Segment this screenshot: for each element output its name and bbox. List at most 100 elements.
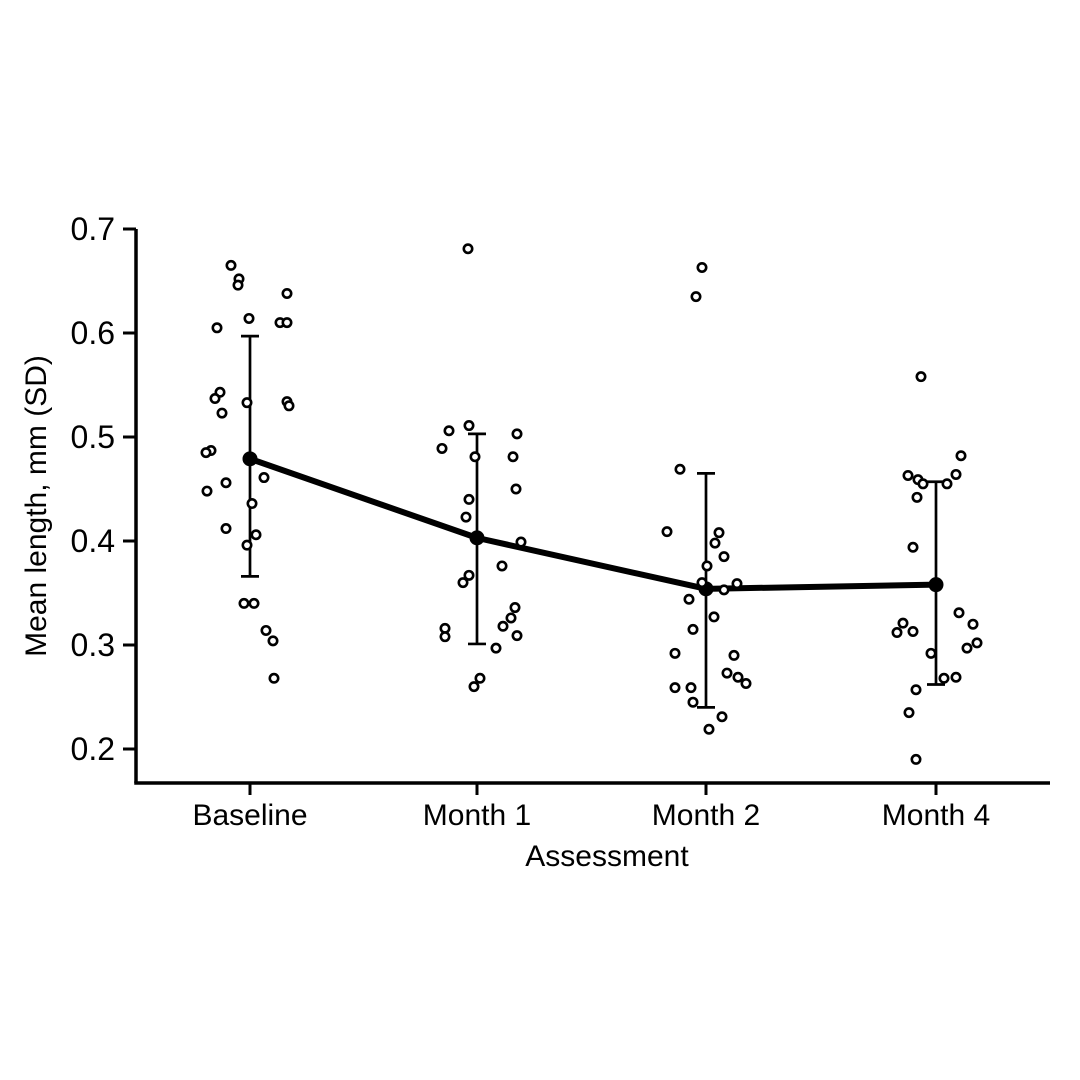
data-point [961, 642, 973, 654]
data-point [460, 511, 472, 523]
data-point [511, 428, 523, 440]
mean-marker [242, 451, 258, 467]
data-point [463, 569, 475, 581]
data-point [496, 560, 508, 572]
data-point [911, 491, 923, 503]
data-point [443, 425, 455, 437]
data-point [971, 637, 983, 649]
data-point [463, 493, 475, 505]
data-point [740, 677, 752, 689]
data-point [497, 620, 509, 632]
data-point [463, 420, 475, 432]
data-point [220, 523, 232, 535]
plot-layers: 0.7 0.6 0.5 0.4 0.3 0.2 Baseline Month 1 Month 2… [71, 211, 1050, 832]
data-point [241, 397, 253, 409]
data-point [241, 539, 253, 551]
data-point [903, 707, 915, 719]
data-point [201, 485, 213, 497]
x-axis-title: Assessment [525, 840, 689, 873]
data-point [718, 584, 730, 596]
data-point [953, 607, 965, 619]
data-point [469, 451, 481, 463]
data-point [490, 642, 502, 654]
data-point [701, 560, 713, 572]
data-point [505, 612, 517, 624]
data-point [690, 291, 702, 303]
y-tick-label: 0.2 [71, 731, 115, 767]
data-point [950, 671, 962, 683]
data-point [950, 468, 962, 480]
data-point [687, 696, 699, 708]
data-point [915, 371, 927, 383]
data-point [696, 261, 708, 273]
data-point [941, 478, 953, 490]
data-point [283, 400, 295, 412]
data-point [907, 625, 919, 637]
data-point [474, 672, 486, 684]
data-point [708, 611, 720, 623]
data-point [509, 602, 521, 614]
data-point [938, 672, 950, 684]
data-point [925, 647, 937, 659]
data-point [216, 407, 228, 419]
data-point [728, 649, 740, 661]
data-point [683, 593, 695, 605]
data-point [907, 541, 919, 553]
y-axis-title: Mean length, mm (SD) [20, 355, 53, 657]
data-point [267, 635, 279, 647]
data-point [703, 723, 715, 735]
data-point [243, 312, 255, 324]
data-point [281, 317, 293, 329]
data-point [209, 393, 221, 405]
y-tick-label: 0.4 [71, 523, 115, 559]
data-point [268, 672, 280, 684]
data-point [246, 498, 258, 510]
data-point [674, 463, 686, 475]
data-point [713, 527, 725, 539]
data-point [281, 287, 293, 299]
mean-trend-line [247, 455, 939, 592]
data-point [902, 469, 914, 481]
mean-marker [469, 530, 485, 546]
data-point [718, 551, 730, 563]
data-point [709, 537, 721, 549]
data-point [248, 597, 260, 609]
data-point [250, 529, 262, 541]
data-point [669, 647, 681, 659]
data-point [669, 682, 681, 694]
x-tick-label: Month 2 [652, 799, 760, 832]
data-point [515, 536, 527, 548]
data-point [716, 711, 728, 723]
data-point [731, 578, 743, 590]
x-tick-label: Month 1 [423, 799, 531, 832]
data-point [732, 671, 744, 683]
mean-marker [928, 577, 944, 593]
y-tick-label: 0.6 [71, 315, 115, 351]
data-point [260, 624, 272, 636]
data-point [687, 623, 699, 635]
data-point [225, 259, 237, 271]
x-tick-label: Month 4 [882, 799, 990, 832]
data-point [436, 442, 448, 454]
data-point [510, 483, 522, 495]
data-point [238, 597, 250, 609]
data-point [462, 243, 474, 255]
data-point [910, 753, 922, 765]
data-point [457, 577, 469, 589]
data-point [891, 627, 903, 639]
data-point [507, 451, 519, 463]
data-point [258, 472, 270, 484]
data-point [661, 526, 673, 538]
data-point [232, 279, 244, 291]
data-point [511, 630, 523, 642]
y-tick-label: 0.3 [71, 627, 115, 663]
data-point [955, 450, 967, 462]
data-point [910, 684, 922, 696]
data-point [220, 477, 232, 489]
data-point [967, 618, 979, 630]
data-point [211, 322, 223, 334]
data-point [897, 617, 909, 629]
y-tick-label: 0.5 [71, 419, 115, 455]
data-point [721, 667, 733, 679]
